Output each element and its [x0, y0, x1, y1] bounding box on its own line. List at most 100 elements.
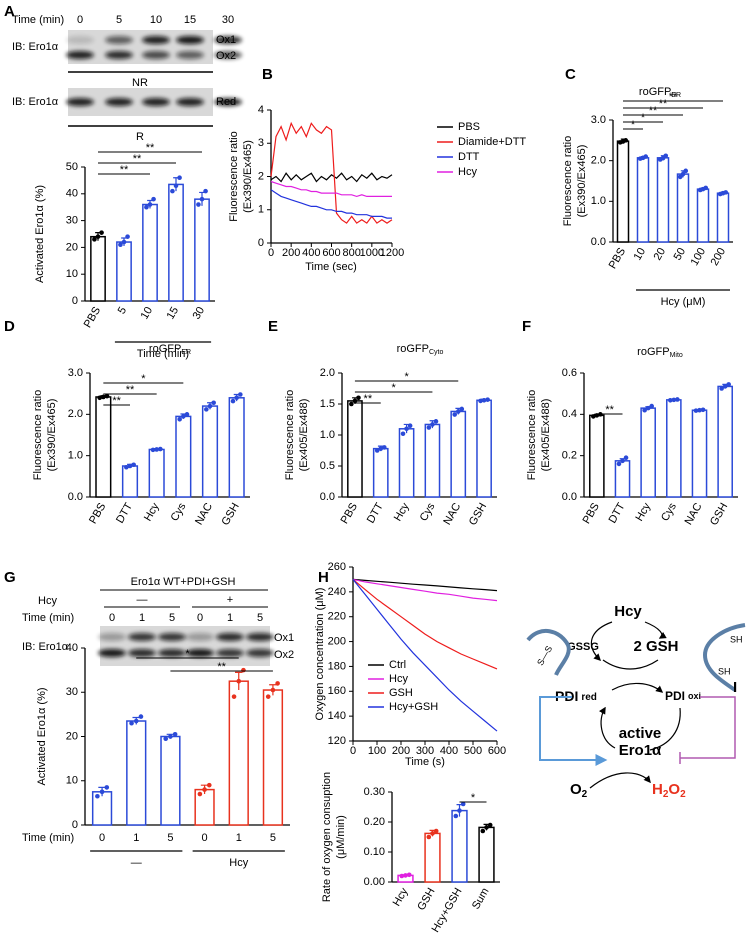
- line-series: [270, 172, 393, 183]
- data-point: [453, 813, 459, 819]
- data-point: [196, 202, 201, 207]
- significance-label: **: [112, 395, 121, 407]
- y-axis-label: Oxygen concentration (μM): [314, 588, 326, 721]
- data-point: [616, 461, 622, 467]
- diagram-label: 2: [680, 789, 686, 800]
- data-point: [645, 405, 651, 411]
- blot-lane-label: 0: [109, 612, 115, 624]
- bar: [116, 241, 132, 302]
- data-point: [170, 188, 175, 194]
- y-tick-label: 20: [66, 730, 78, 742]
- line-series: [352, 578, 498, 670]
- y-tick-label: 40: [66, 188, 78, 200]
- band-label: Ox2: [274, 649, 294, 661]
- data-point: [154, 447, 159, 452]
- data-point: [643, 154, 649, 159]
- y-tick-label: 0: [72, 295, 78, 307]
- data-point: [478, 398, 483, 404]
- arrow: [598, 706, 616, 749]
- chart-title-sub: ER: [671, 92, 681, 99]
- y-tick-label: 1.0: [68, 450, 83, 462]
- data-point: [374, 448, 380, 453]
- blot-band: [66, 98, 94, 106]
- data-point: [481, 397, 487, 403]
- chart-title: roGFP: [397, 343, 429, 355]
- legend-label: Ctrl: [389, 659, 406, 671]
- y-tick-label: 3.0: [68, 367, 83, 379]
- y-axis-label: Fluorescence ratio: [526, 390, 538, 481]
- blot-label: Time (min): [22, 612, 74, 624]
- x-tick-label: 0: [99, 832, 105, 844]
- bar: [636, 157, 650, 243]
- x-tick-label: 10: [632, 246, 649, 263]
- significance-label: *: [141, 373, 146, 385]
- protein-line: [526, 629, 571, 676]
- data-point: [399, 873, 405, 879]
- x-tick-label: NAC: [683, 501, 705, 527]
- blot-label: +: [227, 594, 233, 606]
- data-point: [430, 422, 435, 427]
- chart-title: roGFPER: [149, 343, 191, 356]
- x-tick-label: NAC: [193, 501, 215, 527]
- data-point: [433, 419, 439, 424]
- arrow: [539, 696, 608, 766]
- data-point: [158, 446, 163, 452]
- chart-title: roGFPCyto: [397, 343, 444, 356]
- x-axis-label: Time (sec): [305, 261, 357, 273]
- y-tick-label: 0.2: [562, 450, 577, 462]
- data-point: [101, 394, 106, 400]
- data-point: [238, 392, 243, 397]
- bar: [450, 410, 467, 498]
- bar: [451, 809, 468, 883]
- data-point: [181, 414, 186, 419]
- data-point: [125, 234, 130, 239]
- x-tick-label: Sum: [470, 886, 492, 912]
- blot-band: [98, 649, 126, 657]
- y-axis-label: (μM/min): [335, 815, 347, 859]
- chart-title: roGFP: [149, 343, 181, 355]
- y-tick-label: 2: [258, 170, 264, 182]
- significance-label: **: [146, 142, 155, 154]
- blot-band: [105, 51, 133, 59]
- y-axis-label: Fluorescence ratio: [562, 136, 574, 227]
- data-point: [426, 425, 432, 430]
- significance-label: *: [641, 112, 646, 124]
- blot-lane-label: 5: [257, 612, 263, 624]
- y-tick-label: 0.0: [320, 491, 335, 503]
- data-point: [403, 873, 408, 878]
- y-tick-label: 0.0: [562, 491, 577, 503]
- chart-title-sub: Cyto: [429, 349, 444, 356]
- bar: [228, 680, 249, 826]
- y-tick-label: 30: [66, 215, 78, 227]
- bar: [676, 173, 690, 243]
- y-axis-label: (Ex405/Ex488): [540, 399, 552, 472]
- panel-label: A: [4, 3, 15, 20]
- y-axis-label: Rate of oxygen consuption: [321, 772, 333, 902]
- protein-line: [702, 623, 746, 692]
- bar: [168, 183, 184, 302]
- x-tick-label: NAC: [441, 501, 463, 527]
- y-tick-label: 10: [66, 268, 78, 280]
- x-tick-label: 50: [672, 246, 689, 263]
- legend-label: PBS: [458, 121, 480, 133]
- diagram-label: O: [570, 781, 582, 798]
- bar: [148, 448, 165, 498]
- chart-title: roGFPER: [639, 86, 681, 99]
- bar: [589, 414, 605, 498]
- y-tick-label: 120: [328, 735, 346, 747]
- data-point: [460, 801, 466, 807]
- x-tick-label: 5: [270, 832, 276, 844]
- panel-label: H: [318, 569, 329, 586]
- y-tick-label: 2.0: [320, 367, 335, 379]
- blot-band: [246, 649, 274, 657]
- band-label: Red: [216, 96, 236, 108]
- y-tick-label: 200: [328, 635, 346, 647]
- bar: [640, 407, 656, 498]
- y-tick-label: 0: [72, 819, 78, 831]
- bar: [614, 460, 631, 498]
- chart-title-sub: ER: [181, 349, 191, 356]
- panel-label: E: [268, 318, 278, 335]
- blot-band: [66, 51, 94, 59]
- y-tick-label: 0: [258, 237, 264, 249]
